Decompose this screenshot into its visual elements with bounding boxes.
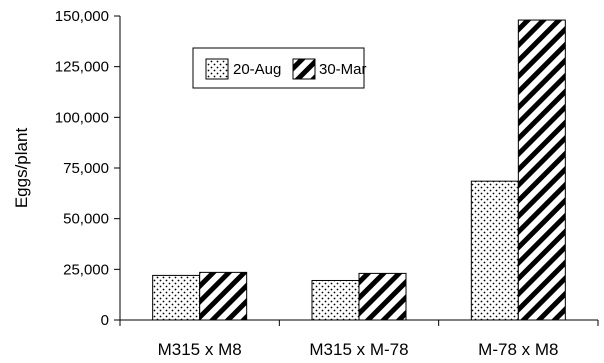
y-axis: 0 25,000 50,000 75,000 100,000 125,000 150,000 <box>55 8 121 329</box>
legend-swatch-20-aug <box>205 58 229 80</box>
y-axis-title: Eggs/plant <box>12 128 31 209</box>
y-tick-label: 50,000 <box>63 211 109 228</box>
legend-swatch-30-mar <box>292 58 316 80</box>
legend: 20-Aug 30-Mar <box>192 47 367 89</box>
x-axis: M315 x M8 M315 x M-78 M-78 x M8 <box>119 319 599 359</box>
y-tick-label: 100,000 <box>55 109 109 126</box>
bar-30-mar-1 <box>199 271 248 321</box>
x-category-label: M-78 x M8 <box>478 340 558 359</box>
y-tick-label: 150,000 <box>55 8 109 25</box>
bar-20-aug-3 <box>470 180 519 321</box>
x-category-label: M315 x M8 <box>158 340 242 359</box>
legend-label-20-aug: 20-Aug <box>233 61 281 78</box>
bar-30-mar-3 <box>517 19 566 321</box>
bar-20-aug-2 <box>311 279 360 321</box>
bar-30-mar-2 <box>358 272 407 321</box>
legend-label-30-mar: 30-Mar <box>319 61 367 78</box>
x-category-label: M315 x M-78 <box>309 340 408 359</box>
bars <box>152 19 566 321</box>
y-tick-label: 0 <box>101 312 109 329</box>
y-tick-label: 25,000 <box>63 261 109 278</box>
y-tick-label: 125,000 <box>55 59 109 76</box>
bar-20-aug-1 <box>152 274 201 321</box>
y-tick-label: 75,000 <box>63 160 109 177</box>
